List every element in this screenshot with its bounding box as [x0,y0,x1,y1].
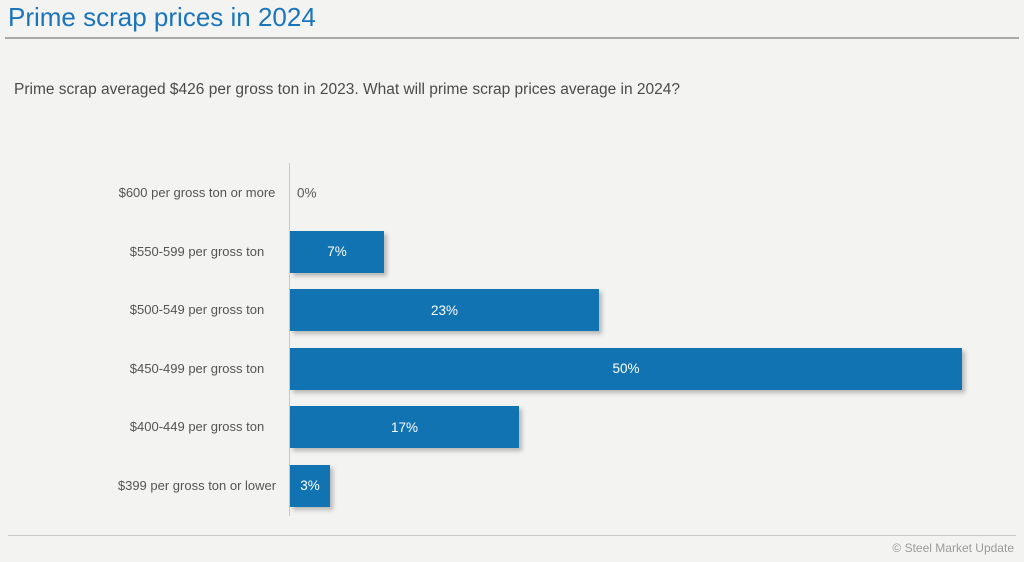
category-label: $500-549 per gross ton [129,302,265,318]
footer-divider [8,535,1016,536]
bar-value-label: 50% [612,361,640,377]
bar-track: 7% [290,230,1016,273]
bar-value-label: 7% [327,244,347,260]
bar-value-label: 3% [300,478,320,494]
title-divider [5,37,1019,39]
chart-row: $450-499 per gross ton 50% [0,340,1016,399]
category-label: $400-449 per gross ton [129,419,265,435]
category-label: $600 per gross ton or more [118,185,276,201]
bar-value-label: 0% [297,185,317,201]
category-label: $450-499 per gross ton [129,360,265,376]
bar: 3% [290,464,330,507]
page-title: Prime scrap prices in 2024 [8,2,316,32]
category-label: $399 per gross ton or lower [117,477,277,493]
bar: 17% [290,406,519,449]
footer-credit: © Steel Market Update [892,541,1014,555]
bar-track: 0% [290,172,1016,214]
chart-question-subtitle: Prime scrap averaged $426 per gross ton … [14,81,680,98]
y-axis-line [289,163,290,516]
bar: 23% [290,289,599,332]
bar-track: 17% [290,406,1016,449]
bar-track: 23% [290,289,1016,332]
bar: 7% [290,230,384,273]
chart-row: $600 per gross ton or more 0% [0,164,1016,223]
bar-chart: $600 per gross ton or more 0% $550-599 per… [0,164,1016,515]
chart-row: $399 per gross ton or lower 3% [0,457,1016,516]
bar-track: 50% [290,347,1016,390]
chart-row: $550-599 per gross ton 7% [0,223,1016,282]
bar-value-label: 17% [390,419,419,435]
bar-track: 3% [290,464,1016,507]
bar-value-label: 23% [430,302,459,318]
bar: 50% [290,347,962,390]
category-label: $550-599 per gross ton [129,243,265,259]
chart-row: $400-449 per gross ton 17% [0,398,1016,457]
chart-row: $500-549 per gross ton 23% [0,281,1016,340]
